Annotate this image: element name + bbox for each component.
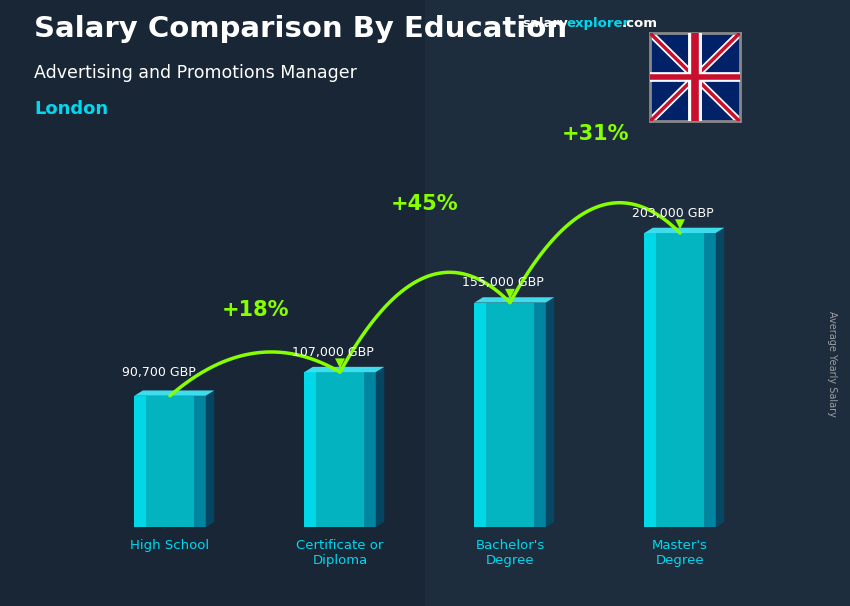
- Text: salary: salary: [523, 17, 569, 30]
- Bar: [644, 233, 655, 527]
- Polygon shape: [474, 298, 554, 302]
- Bar: [705, 233, 716, 527]
- Text: High School: High School: [130, 539, 210, 552]
- Polygon shape: [376, 367, 384, 527]
- Polygon shape: [644, 228, 724, 233]
- Polygon shape: [134, 390, 214, 396]
- Polygon shape: [716, 228, 724, 527]
- Bar: [304, 372, 315, 527]
- Text: London: London: [34, 100, 108, 118]
- Text: Master's
Degree: Master's Degree: [652, 539, 708, 567]
- Text: Advertising and Promotions Manager: Advertising and Promotions Manager: [34, 64, 357, 82]
- Text: 90,700 GBP: 90,700 GBP: [122, 366, 196, 379]
- Text: +45%: +45%: [391, 195, 459, 215]
- Text: Certificate or
Diploma: Certificate or Diploma: [297, 539, 383, 567]
- Text: .com: .com: [621, 17, 657, 30]
- Bar: [304, 372, 376, 527]
- Text: Bachelor's
Degree: Bachelor's Degree: [475, 539, 545, 567]
- Polygon shape: [304, 367, 384, 372]
- Polygon shape: [206, 390, 214, 527]
- Bar: [134, 396, 206, 527]
- Text: Average Yearly Salary: Average Yearly Salary: [827, 311, 837, 416]
- Text: Salary Comparison By Education: Salary Comparison By Education: [34, 15, 567, 43]
- Text: 155,000 GBP: 155,000 GBP: [462, 276, 544, 289]
- Bar: [195, 396, 206, 527]
- Text: +18%: +18%: [221, 300, 289, 320]
- Text: explorer: explorer: [566, 17, 629, 30]
- Bar: [535, 302, 546, 527]
- Polygon shape: [546, 298, 554, 527]
- Text: 107,000 GBP: 107,000 GBP: [292, 346, 374, 359]
- Bar: [365, 372, 376, 527]
- Bar: [474, 302, 485, 527]
- Text: 203,000 GBP: 203,000 GBP: [632, 207, 714, 220]
- Bar: [134, 396, 145, 527]
- Bar: [474, 302, 546, 527]
- Text: +31%: +31%: [561, 124, 629, 144]
- Bar: [644, 233, 716, 527]
